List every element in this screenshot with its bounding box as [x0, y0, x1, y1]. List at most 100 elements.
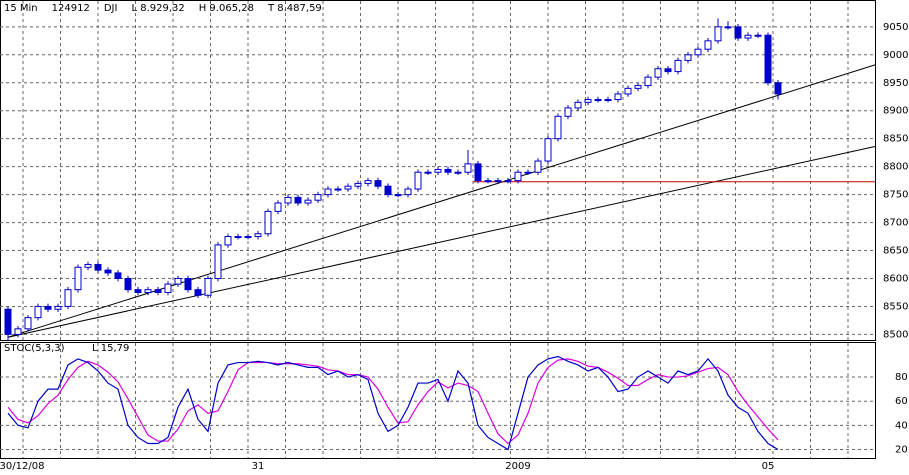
stoch-line [7, 358, 779, 445]
labels: STOC(5,3,3) L 15,79 [4, 343, 129, 354]
y-tick-label: 9000 [883, 50, 908, 61]
candle-body [374, 180, 382, 187]
header-text: T 8.487,59 [267, 3, 322, 14]
candle-body [164, 283, 172, 293]
x-tick-label: 31 [252, 461, 265, 472]
candle-body [344, 185, 352, 190]
candle-body [34, 305, 42, 319]
candle-body [94, 264, 102, 271]
candle-body [354, 182, 362, 187]
y-tick-label: 8800 [883, 162, 908, 173]
candle-body [414, 171, 422, 190]
candle-body [234, 236, 242, 239]
candle-body [554, 115, 562, 140]
y-tick-label: 8650 [883, 246, 908, 257]
candle-body [274, 202, 282, 212]
y-tick-label: 8950 [883, 78, 908, 89]
candle-body [314, 194, 322, 201]
candle-body [744, 34, 752, 39]
candle-body [464, 163, 472, 173]
candle-body [714, 26, 722, 42]
candle-body [334, 188, 342, 191]
y-tick-label: 8850 [883, 134, 908, 145]
trend-line [7, 146, 876, 338]
candle-body [204, 277, 212, 296]
x-tick-label: 30/12/08 [0, 461, 44, 472]
header-text: 124912 [52, 3, 90, 14]
header-text: 15 Min [4, 3, 38, 14]
y-tick-label: 8700 [883, 218, 908, 229]
candle-body [734, 26, 742, 39]
stoch-panel [0, 342, 876, 459]
candle-body [4, 308, 12, 335]
candle-body [764, 34, 772, 84]
price-panel [0, 0, 876, 341]
header-text: H 9.065,28 [199, 3, 254, 14]
y-tick-label: 8900 [883, 106, 908, 117]
y-tick-label: 8750 [883, 190, 908, 201]
candle-body [594, 99, 602, 102]
candle-body [84, 264, 92, 268]
vertical-grid [22, 1, 849, 458]
marks: 8500 8550 8600 8650 8700 8750 8800 8850 8900 8950… [0, 3, 908, 472]
y-tick-label: 8500 [883, 329, 908, 340]
stoch-annotation: L 15,79 [92, 343, 129, 354]
y-tick-label: 20 [895, 445, 908, 456]
candle-body [514, 171, 522, 182]
candle-body [564, 107, 572, 117]
candle-body [384, 185, 392, 196]
x-tick-label: 05 [762, 461, 775, 472]
candle-body [364, 180, 372, 184]
candle-body [524, 171, 532, 174]
y-tick-label: 40 [895, 420, 908, 431]
candle-body [154, 289, 162, 293]
stoch-line [7, 355, 779, 451]
candle-body [394, 194, 402, 197]
candle-body [124, 277, 132, 291]
candle-body [64, 289, 72, 307]
candle-body [624, 87, 632, 95]
trend-line [7, 64, 876, 338]
candle-body [664, 68, 672, 73]
candle-body [474, 163, 482, 182]
header-text: DJI [104, 3, 118, 14]
candle-body [184, 277, 192, 291]
candle-body [574, 101, 582, 109]
candle-body [114, 272, 122, 279]
candle-body [294, 196, 302, 204]
candle-body [214, 244, 222, 279]
candle-body [244, 236, 252, 239]
candle-body [754, 34, 762, 37]
candle-body [704, 40, 712, 50]
candle-body [144, 289, 152, 293]
candle-body [134, 289, 142, 293]
candle-body [584, 99, 592, 103]
candle-body [224, 236, 232, 246]
candle-body [654, 68, 662, 78]
candle-body [264, 210, 272, 235]
candle-body [544, 138, 552, 162]
candle-body [284, 196, 292, 204]
candle-body [774, 82, 782, 95]
candle-body [724, 26, 732, 29]
candle-body [684, 54, 692, 61]
candle-body [434, 168, 442, 173]
candle-body [454, 171, 462, 174]
candle-body [644, 76, 652, 87]
candle-body [504, 180, 512, 183]
candle-body [674, 59, 682, 73]
candle-body [324, 188, 332, 196]
candle-body [614, 93, 622, 101]
candle-body [254, 233, 262, 238]
y-tick-label: 80 [895, 372, 908, 383]
candle-body [494, 180, 502, 183]
candle-body [444, 168, 452, 173]
candle-body [694, 48, 702, 56]
y-tick-label: 8550 [883, 301, 908, 312]
candle-body [14, 328, 22, 335]
y-tick-label: 9050 [883, 22, 908, 33]
candle-body [44, 305, 52, 310]
candle-body [54, 305, 62, 310]
